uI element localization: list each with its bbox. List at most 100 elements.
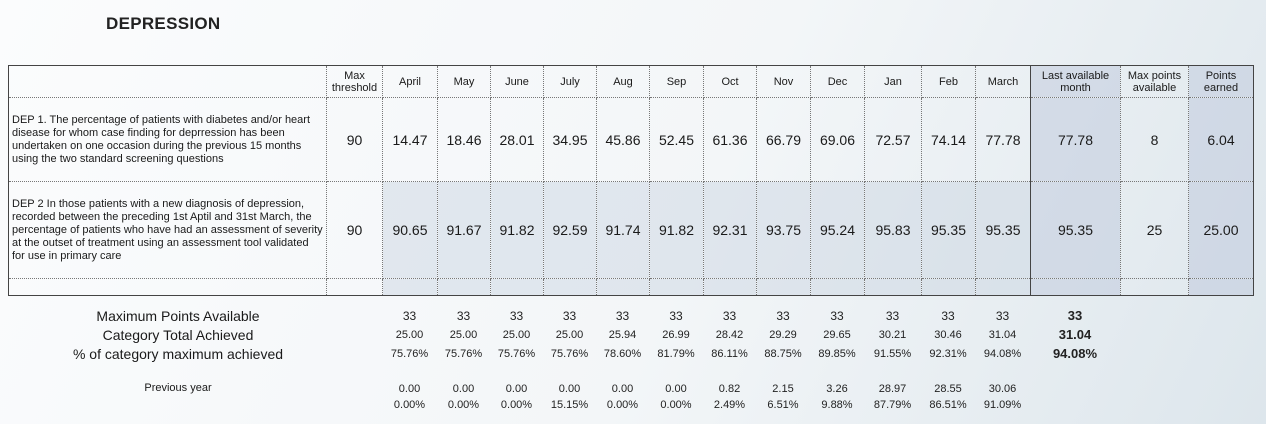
header-points-earned: Points earned xyxy=(1188,65,1254,98)
pct-achieved-value: 78.60% xyxy=(603,348,642,360)
table-row: DEP 1. The percentage of patients with d… xyxy=(8,97,1254,182)
previous-year-pct: 0.00% xyxy=(660,399,692,411)
pct-achieved-total: 94.08% xyxy=(1052,346,1098,361)
month-value-cell: 95.35 xyxy=(975,181,1031,279)
category-total-value: 25.00 xyxy=(555,329,584,341)
points-earned-cell: 6.04 xyxy=(1188,97,1254,182)
header-month: Sep xyxy=(649,65,704,98)
max-points-value: 33 xyxy=(669,309,683,323)
previous-year-points: 28.55 xyxy=(934,383,962,395)
category-total-value: 25.94 xyxy=(608,329,637,341)
previous-year-pct: 0.00% xyxy=(606,399,639,411)
previous-year-pct: 9.88% xyxy=(821,399,853,411)
category-total-value: 25.00 xyxy=(395,329,424,341)
spacer-cell xyxy=(975,278,1031,296)
pct-achieved-value: 86.11% xyxy=(711,348,748,360)
pct-achieved-value: 75.76% xyxy=(444,348,483,360)
last-available-cell: 77.78 xyxy=(1030,97,1121,182)
month-value-cell: 72.57 xyxy=(864,97,922,182)
max-points-value: 33 xyxy=(562,309,577,323)
header-max-points-line-2: available xyxy=(1132,81,1177,94)
previous-year-points: 2.15 xyxy=(772,383,794,395)
pct-achieved-value: 94.08% xyxy=(983,348,1022,360)
max-points-cell: 25 xyxy=(1120,181,1189,279)
pct-achieved-value: 75.76% xyxy=(390,348,429,360)
max-points-value: 33 xyxy=(941,309,955,323)
max-points-value: 33 xyxy=(995,309,1010,323)
indicator-table: Max threshold April May June July Aug Sep Oct Nov… xyxy=(8,65,1254,296)
month-value-cell: 66.79 xyxy=(756,97,811,182)
indicator-description: DEP 1. The percentage of patients with d… xyxy=(8,97,327,182)
category-total-value: 25.00 xyxy=(449,329,478,341)
points-earned-cell: 25.00 xyxy=(1188,181,1254,279)
pct-achieved-value: 89.85% xyxy=(818,348,856,360)
table-spacer-row xyxy=(8,278,1254,296)
previous-year-points: 0.00 xyxy=(558,383,581,395)
month-value-cell: 18.46 xyxy=(437,97,491,182)
month-value-cell: 45.86 xyxy=(596,97,650,182)
previous-year-points: 0.00 xyxy=(611,383,634,395)
header-month: June xyxy=(490,65,544,98)
pct-achieved-value: 88.75% xyxy=(764,348,802,360)
spacer-cell xyxy=(326,278,383,296)
previous-year-pct: 91.09% xyxy=(983,399,1022,411)
month-value-cell: 95.35 xyxy=(921,181,976,279)
month-value-cell: 91.74 xyxy=(596,181,650,279)
max-points-value: 33 xyxy=(456,309,471,323)
pct-achieved-value: 75.76% xyxy=(497,348,536,360)
previous-year-pct: 0.00% xyxy=(500,399,533,411)
header-points-earned-line-2: earned xyxy=(1203,81,1239,94)
max-points-value: 33 xyxy=(776,309,790,323)
spacer-cell xyxy=(1188,278,1254,296)
header-max-points-line-1: Max points xyxy=(1127,69,1182,82)
month-value-cell: 92.31 xyxy=(703,181,757,279)
category-total-total: 31.04 xyxy=(1058,327,1092,342)
spacer-cell xyxy=(543,278,597,296)
max-points-value: 33 xyxy=(402,309,417,323)
max-threshold-cell: 90 xyxy=(326,181,383,279)
spacer-cell xyxy=(8,278,327,296)
spacer-cell xyxy=(810,278,865,296)
max-points-value: 33 xyxy=(615,309,630,323)
header-max-threshold: Max threshold xyxy=(326,65,383,98)
max-points-value: 33 xyxy=(509,309,524,323)
month-value-cell: 61.36 xyxy=(703,97,757,182)
month-value-cell: 74.14 xyxy=(921,97,976,182)
previous-year-label: Previous year xyxy=(144,382,212,394)
category-total-value: 28.42 xyxy=(715,329,744,341)
month-value-cell: 92.59 xyxy=(543,181,597,279)
category-total-value: 29.29 xyxy=(769,329,797,341)
header-row: Max threshold April May June July Aug Sep Oct Nov… xyxy=(8,65,1254,98)
month-value-cell: 95.83 xyxy=(864,181,922,279)
previous-year-points: 3.26 xyxy=(826,383,848,395)
previous-year-points: 0.82 xyxy=(718,383,741,395)
spacer-cell xyxy=(921,278,976,296)
header-month: Oct xyxy=(703,65,757,98)
max-points-label: Maximum Points Available xyxy=(96,308,260,324)
max-points-value: 33 xyxy=(830,309,844,323)
category-total-value: 31.04 xyxy=(988,329,1017,341)
spacer-cell xyxy=(1030,278,1121,296)
previous-year-pct: 0.00% xyxy=(393,399,426,411)
previous-year-pct: 2.49% xyxy=(713,399,746,411)
header-month: Feb xyxy=(921,65,976,98)
header-last-available-line-1: Last available xyxy=(1041,69,1110,82)
month-value-cell: 28.01 xyxy=(490,97,544,182)
spacer-cell xyxy=(437,278,491,296)
category-total-label: Category Total Achieved xyxy=(102,327,254,343)
spacer-cell xyxy=(382,278,438,296)
category-total-value: 26.99 xyxy=(662,329,690,341)
previous-year-pct: 6.51% xyxy=(767,399,799,411)
header-last-available: Last available month xyxy=(1030,65,1121,98)
category-total-value: 29.65 xyxy=(823,329,851,341)
month-value-cell: 77.78 xyxy=(975,97,1031,182)
header-month: July xyxy=(543,65,597,98)
spacer-cell xyxy=(864,278,922,296)
header-month: Dec xyxy=(810,65,865,98)
previous-year-points: 28.97 xyxy=(878,383,907,395)
month-value-cell: 95.24 xyxy=(810,181,865,279)
page-title: DEPRESSION xyxy=(106,14,221,33)
pct-achieved-label: % of category maximum achieved xyxy=(72,346,284,362)
previous-year-points: 0.00 xyxy=(665,383,687,395)
header-max-threshold-line-1: Max xyxy=(344,69,365,82)
